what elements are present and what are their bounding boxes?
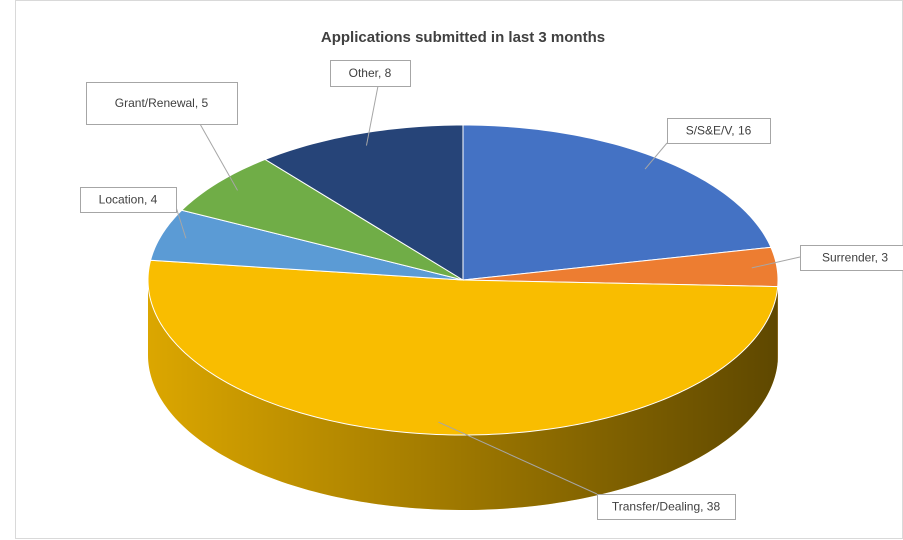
label-box bbox=[80, 187, 177, 213]
leader-line bbox=[365, 85, 379, 146]
data-label: Transfer/Dealing, 38 bbox=[612, 500, 721, 514]
data-label: Other, 8 bbox=[349, 66, 392, 80]
pie-slice bbox=[180, 158, 464, 281]
leader-line bbox=[644, 142, 668, 170]
label-box bbox=[800, 245, 903, 271]
label-box bbox=[597, 494, 736, 520]
data-label: Surrender, 3 bbox=[822, 251, 888, 265]
leader-line bbox=[438, 421, 598, 495]
label-box bbox=[667, 118, 771, 144]
pie-slice bbox=[147, 259, 779, 436]
data-label: Location, 4 bbox=[99, 193, 158, 207]
pie-slice bbox=[263, 124, 464, 281]
pie-slice bbox=[149, 209, 464, 281]
data-label: S/S&E/V, 16 bbox=[686, 124, 752, 138]
leader-line bbox=[751, 256, 801, 269]
pie-tops bbox=[147, 124, 779, 436]
leader-line bbox=[175, 206, 187, 239]
pie-sides bbox=[148, 280, 778, 510]
leader-line bbox=[199, 123, 238, 191]
pie-slice bbox=[462, 246, 779, 288]
data-label: Grant/Renewal, 5 bbox=[115, 96, 209, 110]
label-box bbox=[330, 60, 411, 87]
label-box bbox=[86, 82, 238, 125]
pie-slice bbox=[462, 124, 772, 281]
chart-title: Applications submitted in last 3 months bbox=[321, 29, 605, 46]
data-labels: S/S&E/V, 16 Surrender, 3 Transfer/Dealing,… bbox=[80, 60, 903, 520]
pie-side-shade bbox=[148, 280, 778, 510]
